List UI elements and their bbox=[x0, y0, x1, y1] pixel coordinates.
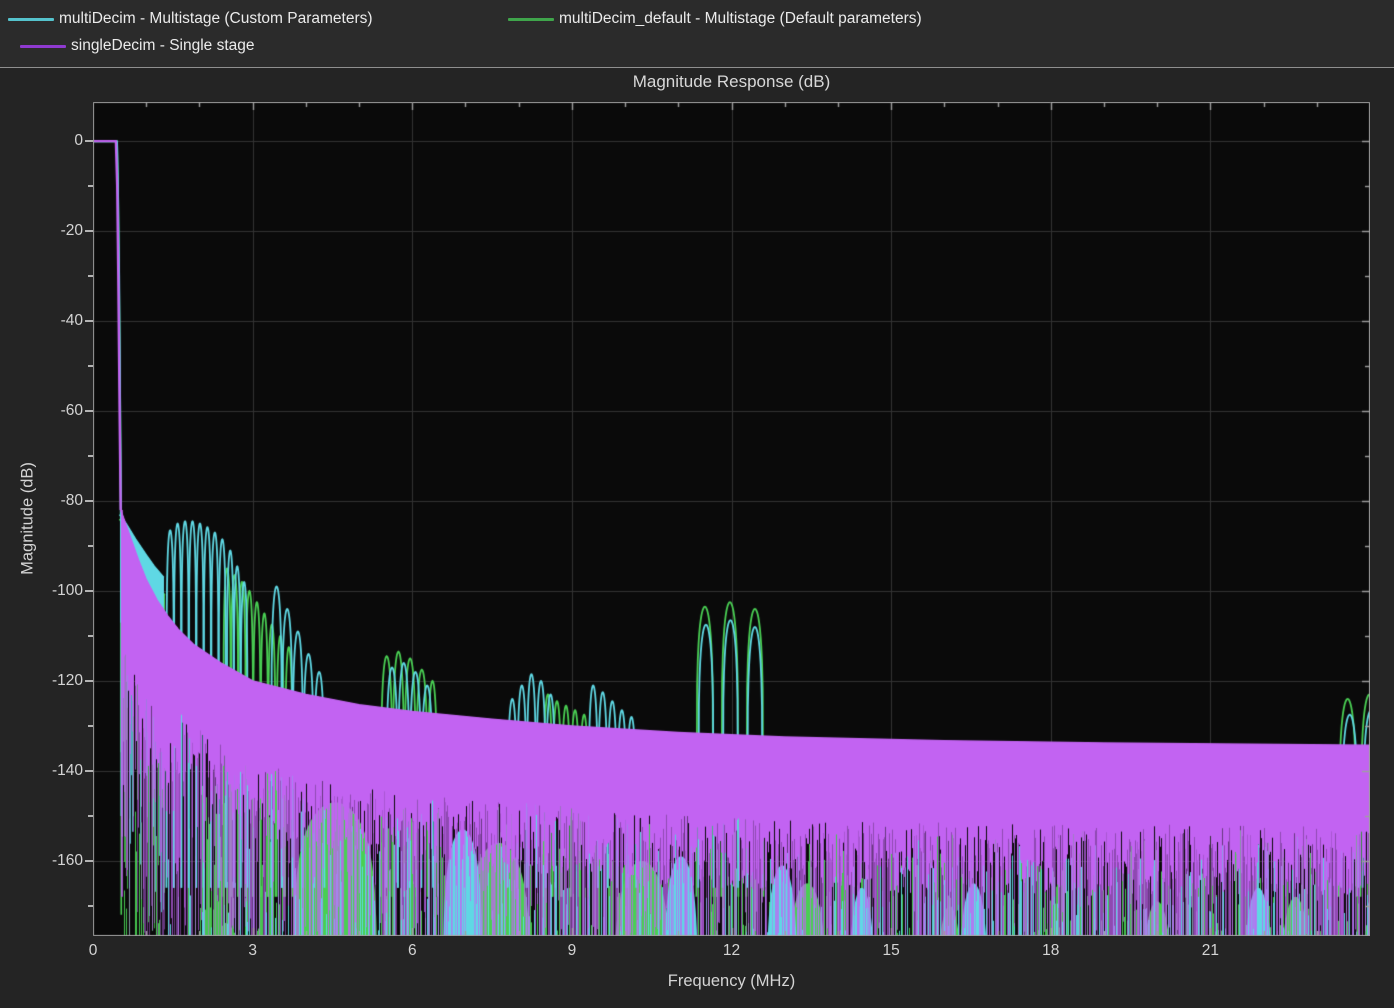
x-tick-label: 6 bbox=[407, 942, 417, 959]
legend-item-multiDecim[interactable]: multiDecim - Multistage (Custom Paramete… bbox=[8, 8, 373, 30]
legend-item-singleDecim[interactable]: singleDecim - Single stage bbox=[20, 35, 255, 57]
y-tick-label: -140 bbox=[51, 761, 83, 779]
x-tick-label: 9 bbox=[567, 942, 577, 959]
y-tick-mark bbox=[85, 680, 93, 682]
y-tick-label: -100 bbox=[51, 581, 83, 599]
y-tick-mark bbox=[85, 410, 93, 412]
legend-line-singleDecim bbox=[20, 44, 66, 48]
y-tick-mark bbox=[85, 500, 93, 502]
legend-label: multiDecim_default - Multistage (Default… bbox=[559, 10, 922, 27]
y-tick-mark bbox=[85, 320, 93, 322]
y-tick-mark bbox=[88, 455, 93, 457]
legend-label: multiDecim - Multistage (Custom Paramete… bbox=[59, 10, 373, 27]
x-tick-label: 12 bbox=[722, 942, 741, 959]
x-tick-label: 18 bbox=[1042, 942, 1060, 959]
legend-line-multiDecim bbox=[8, 17, 54, 21]
x-tick-label: 0 bbox=[88, 942, 98, 959]
y-tick-label: -20 bbox=[60, 222, 83, 240]
y-tick-label: -160 bbox=[51, 851, 83, 869]
legend-line-multiDecim-default bbox=[508, 17, 554, 21]
y-tick-mark bbox=[85, 770, 93, 772]
y-tick-mark bbox=[88, 905, 93, 907]
y-axis-label: Magnitude (dB) bbox=[18, 462, 37, 575]
y-tick-mark bbox=[88, 815, 93, 817]
y-tick-label: -60 bbox=[60, 402, 83, 420]
legend-label: singleDecim - Single stage bbox=[71, 37, 255, 54]
y-tick-mark bbox=[85, 140, 93, 142]
panel-divider bbox=[0, 67, 1394, 68]
x-tick-label: 3 bbox=[248, 942, 257, 959]
legend-item-multiDecim-default[interactable]: multiDecim_default - Multistage (Default… bbox=[508, 8, 922, 30]
y-tick-mark bbox=[85, 860, 93, 862]
y-tick-mark bbox=[85, 230, 93, 232]
y-tick-mark bbox=[88, 545, 93, 547]
y-tick-label: -80 bbox=[60, 492, 83, 509]
legend: multiDecim - Multistage (Custom Paramete… bbox=[0, 0, 1394, 67]
x-tick-label: 15 bbox=[882, 942, 900, 959]
x-axis-label: Frequency (MHz) bbox=[667, 972, 796, 990]
y-tick-label: -120 bbox=[51, 671, 83, 689]
x-tick-label: 21 bbox=[1201, 942, 1219, 959]
magnitude-response-plot[interactable] bbox=[93, 102, 1370, 936]
plot-title: Magnitude Response (dB) bbox=[632, 72, 831, 91]
y-tick-label: -40 bbox=[60, 312, 83, 330]
y-tick-mark bbox=[88, 635, 93, 637]
y-tick-label: 0 bbox=[74, 132, 83, 150]
y-tick-mark bbox=[88, 725, 93, 727]
y-tick-mark bbox=[88, 365, 93, 367]
y-tick-mark bbox=[88, 185, 93, 187]
y-tick-mark bbox=[85, 590, 93, 592]
y-tick-mark bbox=[88, 275, 93, 277]
